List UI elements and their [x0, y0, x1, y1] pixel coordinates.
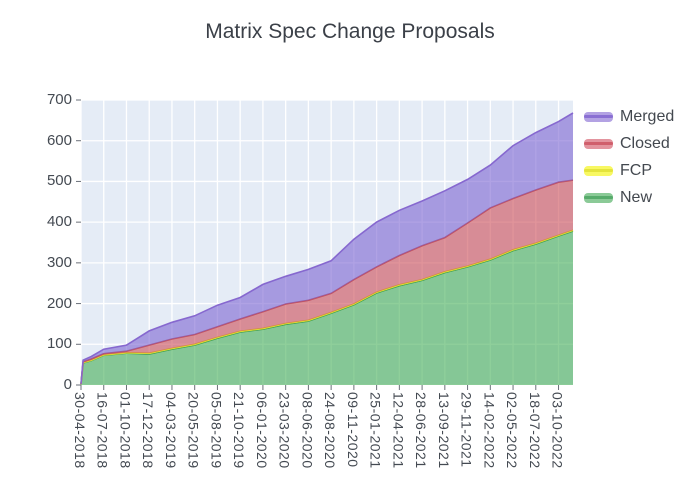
- legend-swatch-line: [584, 196, 613, 199]
- legend-swatch-icon: [584, 165, 613, 176]
- y-tick-label: 300: [46, 253, 72, 271]
- legend: Merged Closed FCP New: [584, 107, 674, 215]
- x-tick-label: 23-03-2020: [276, 392, 293, 469]
- legend-label: FCP: [620, 162, 652, 179]
- x-tick-label: 18-07-2022: [526, 392, 543, 469]
- legend-swatch-line: [584, 115, 613, 118]
- x-tick-label: 16-07-2018: [94, 392, 111, 469]
- y-tick-label: 200: [46, 294, 72, 312]
- y-tick-label: 500: [46, 172, 72, 190]
- x-tick-label: 21-10-2019: [231, 392, 248, 469]
- x-tick-label: 29-11-2021: [458, 392, 475, 468]
- x-tick-label: 20-05-2019: [185, 392, 202, 469]
- x-tick-label: 13-09-2021: [435, 392, 452, 469]
- x-tick-label: 08-06-2020: [299, 392, 316, 469]
- x-tick-label: 30-04-2018: [72, 392, 88, 469]
- y-tick-label: 600: [46, 131, 72, 149]
- y-tick-label: 0: [63, 376, 72, 393]
- x-tick-label: 14-02-2022: [481, 392, 498, 469]
- x-tick-label: 04-03-2019: [162, 392, 179, 469]
- legend-item-new[interactable]: New: [584, 188, 674, 207]
- legend-item-merged[interactable]: Merged: [584, 107, 674, 126]
- legend-swatch-line: [584, 142, 613, 145]
- legend-label: Merged: [620, 108, 675, 125]
- legend-label: Closed: [620, 135, 670, 152]
- y-tick-label: 700: [46, 91, 72, 108]
- legend-swatch-line: [584, 169, 613, 172]
- line-merged: [80, 112, 574, 384]
- area-merged: [81, 113, 573, 385]
- x-tick-label: 05-08-2019: [208, 392, 225, 469]
- area-new: [81, 231, 573, 385]
- x-tick-label: 03-10-2022: [549, 392, 566, 469]
- legend-swatch-icon: [584, 111, 613, 122]
- x-tick-label: 24-08-2020: [322, 392, 339, 469]
- legend-label: New: [620, 189, 653, 206]
- x-tick-label: 09-11-2020: [344, 392, 361, 468]
- x-tick-label: 06-01-2020: [253, 392, 270, 469]
- x-tick-label: 28-06-2021: [413, 392, 430, 469]
- legend-swatch-icon: [584, 192, 613, 203]
- x-tick-label: 02-05-2022: [504, 392, 521, 469]
- chart-title: Matrix Spec Change Proposals: [205, 20, 495, 43]
- legend-item-fcp[interactable]: FCP: [584, 161, 674, 180]
- x-tick-label: 01-10-2018: [117, 392, 134, 469]
- x-tick-label: 25-01-2021: [367, 392, 384, 469]
- area-closed: [81, 180, 573, 385]
- x-tick-label: 17-12-2018: [140, 392, 157, 469]
- y-tick-label: 400: [46, 213, 72, 231]
- legend-item-closed[interactable]: Closed: [584, 134, 674, 153]
- legend-swatch-icon: [584, 138, 613, 149]
- y-tick-label: 100: [46, 335, 72, 353]
- x-tick-label: 12-04-2021: [390, 392, 407, 469]
